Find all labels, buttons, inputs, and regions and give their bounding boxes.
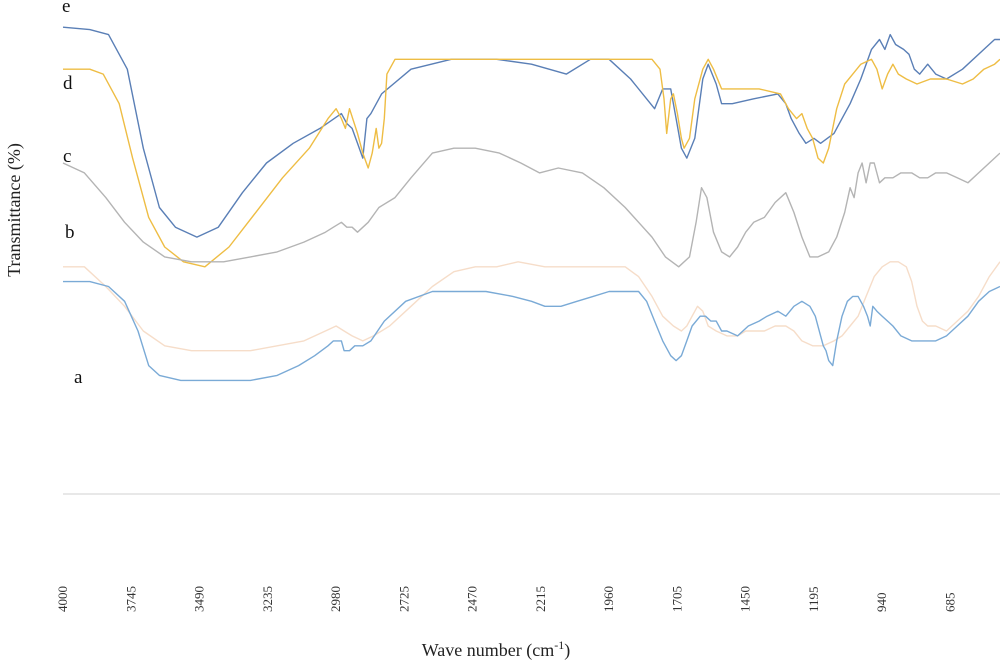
series-curves [62, 26, 1000, 382]
x-tick-label: 2725 [396, 586, 411, 612]
series-line-d [63, 58, 1000, 268]
curve-label-a: a [74, 367, 83, 388]
x-axis-title-main: Wave number (cm [422, 640, 555, 661]
x-tick-labels: 4000 3745 3490 3235 2980 2725 2470 2215 1960 1705… [55, 586, 958, 612]
series-line-e [62, 26, 1000, 238]
x-tick-label: 1960 [601, 586, 616, 612]
x-tick-label: 2980 [328, 586, 343, 612]
x-tick-label: 1705 [669, 586, 684, 612]
y-axis-title: Transmittance (%) [4, 143, 25, 277]
x-axis-title: Wave number (cm-1) [422, 638, 571, 661]
x-axis-title-close: ) [564, 640, 570, 661]
series-line-a [63, 280, 1000, 382]
x-tick-label: 3745 [123, 586, 138, 612]
x-tick-label: 2215 [533, 586, 548, 612]
x-tick-label: 3235 [260, 586, 275, 612]
series-line-b [62, 147, 1000, 268]
x-tick-label: 1450 [738, 586, 753, 612]
curve-label-b: b [65, 222, 75, 243]
x-tick-label: 3490 [192, 586, 207, 612]
curve-label-c: c [63, 146, 71, 167]
series-line-unlabeled-3 [63, 261, 1000, 352]
curve-label-e: e [62, 0, 70, 17]
x-tick-label: 685 [943, 593, 958, 613]
curve-label-d: d [63, 73, 73, 94]
x-axis-title-sup: -1 [554, 638, 564, 652]
x-tick-label: 940 [874, 593, 889, 613]
x-tick-label: 2470 [465, 586, 480, 612]
x-tick-label: 4000 [55, 586, 70, 612]
x-tick-label: 1195 [806, 586, 821, 612]
